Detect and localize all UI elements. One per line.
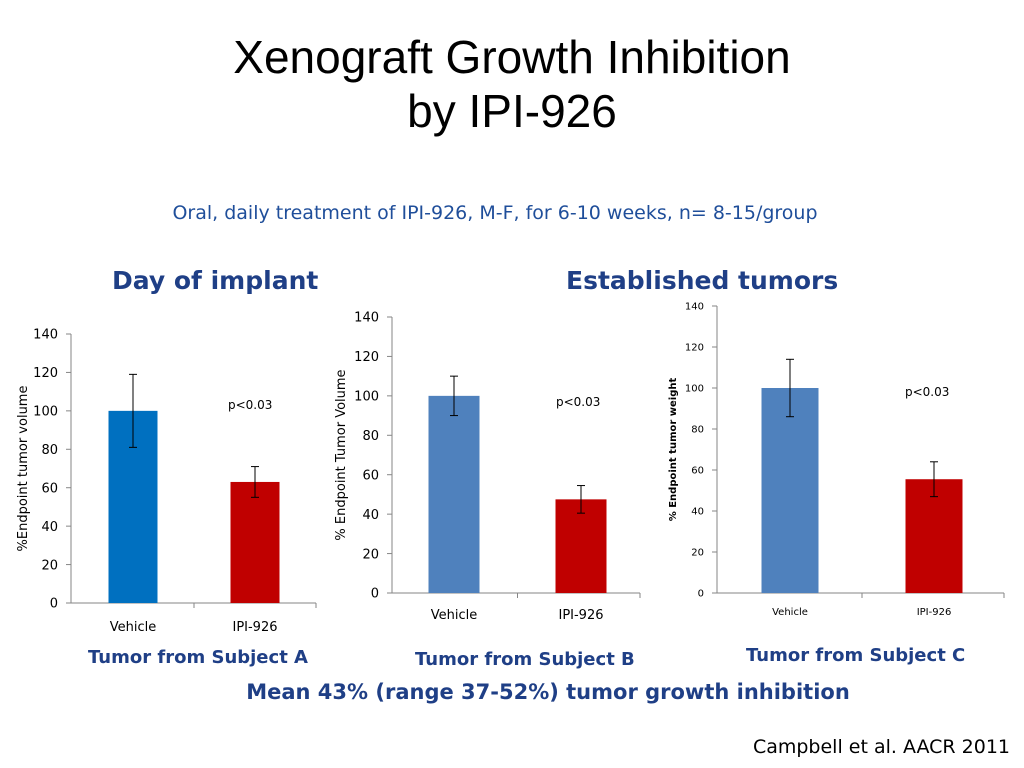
y-tick-label: 120 <box>33 366 58 381</box>
y-axis-label: % Endpoint tumor weight <box>668 378 679 522</box>
y-tick-label: 20 <box>362 547 379 562</box>
x-category-label: Vehicle <box>110 620 157 635</box>
citation: Campbell et al. AACR 2011 <box>752 736 1010 758</box>
y-tick-label: 60 <box>691 466 704 477</box>
significance-annotation: p<0.03 <box>556 395 600 409</box>
y-axis-label: %Endpoint tumor volume <box>16 386 31 552</box>
heading-established-tumors: Established tumors <box>566 266 839 295</box>
y-tick-label: 100 <box>685 384 704 395</box>
chart-subject-c: 0 20 40 60 80 100 120 140 Vehicle IPI-926 % Endpoi… <box>668 302 1005 618</box>
significance-annotation: p<0.03 <box>228 398 272 412</box>
y-tick-label: 40 <box>691 507 704 518</box>
treatment-description: Oral, daily treatment of IPI-926, M-F, f… <box>172 202 818 224</box>
slide-title-line-2: by IPI-926 <box>407 85 617 137</box>
slide-title: Xenograft Growth Inhibition by IPI-926 <box>0 30 1024 138</box>
y-tick-label: 40 <box>41 520 58 535</box>
y-tick-label: 140 <box>354 311 379 326</box>
bar-ipi-926 <box>555 499 607 593</box>
bar-vehicle <box>428 395 480 593</box>
slide-title-line-1: Xenograft Growth Inhibition <box>233 31 791 83</box>
y-tick-label: 120 <box>685 343 704 354</box>
caption-subject-a: Tumor from Subject A <box>88 647 308 668</box>
y-tick-label: 20 <box>691 548 704 559</box>
y-tick-label: 140 <box>33 328 58 343</box>
y-tick-label: 60 <box>41 481 58 496</box>
chart-subject-b: 0 20 40 60 80 100 120 140 Vehicle IPI-926 % Endpoi… <box>334 311 641 623</box>
y-tick-label: 120 <box>354 350 379 365</box>
y-tick-label: 0 <box>50 597 58 612</box>
significance-annotation: p<0.03 <box>905 385 949 399</box>
heading-day-of-implant: Day of implant <box>112 266 319 295</box>
y-tick-label: 0 <box>371 587 379 602</box>
y-tick-label: 80 <box>362 429 379 444</box>
summary-statement: Mean 43% (range 37-52%) tumor growth inh… <box>246 680 850 704</box>
bar-ipi-926 <box>230 481 280 603</box>
x-category-label: IPI-926 <box>232 620 277 635</box>
y-tick-label: 140 <box>685 302 704 313</box>
y-tick-label: 100 <box>33 405 58 420</box>
y-tick-label: 80 <box>691 425 704 436</box>
chart-subject-a: 0 20 40 60 80 100 120 140 Vehicle IPI-926 %Endpoin… <box>16 328 317 635</box>
y-tick-label: 40 <box>362 508 379 523</box>
caption-subject-c: Tumor from Subject C <box>746 645 966 666</box>
y-tick-label: 100 <box>354 390 379 405</box>
x-category-label: Vehicle <box>772 607 808 618</box>
x-category-label: Vehicle <box>431 608 478 623</box>
x-category-label: IPI-926 <box>917 607 952 618</box>
x-category-label: IPI-926 <box>558 608 603 623</box>
bar-ipi-926 <box>905 479 963 593</box>
y-tick-label: 20 <box>41 558 58 573</box>
y-tick-label: 0 <box>698 589 704 600</box>
y-tick-label: 80 <box>41 443 58 458</box>
y-axis-label: % Endpoint Tumor Volume <box>334 369 349 540</box>
bar-vehicle <box>761 388 819 593</box>
y-tick-label: 60 <box>362 468 379 483</box>
caption-subject-b: Tumor from Subject B <box>415 649 635 670</box>
